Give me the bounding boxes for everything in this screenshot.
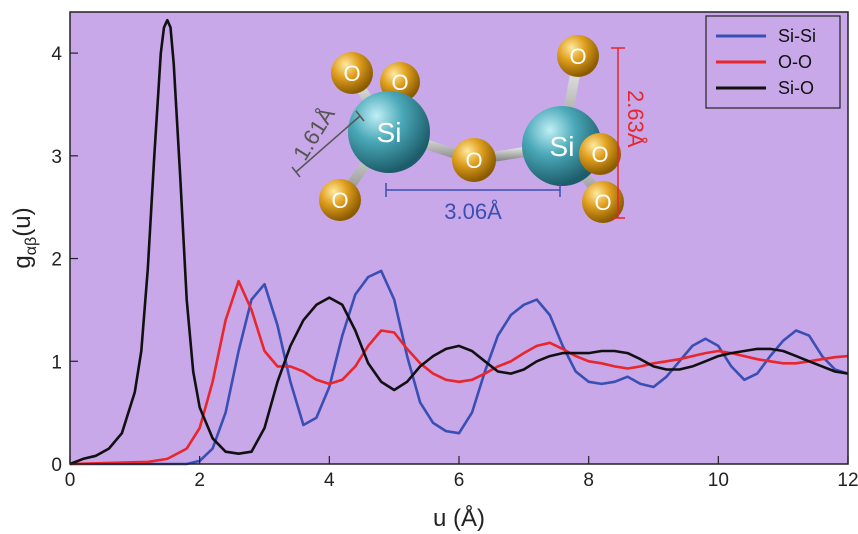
- svg-text:gαβ(u): gαβ(u): [9, 207, 40, 268]
- oxygen-atom-6: [582, 181, 624, 223]
- x-tick-label: 6: [454, 470, 465, 491]
- legend: Si-Si O-O Si-O: [705, 15, 841, 109]
- y-tick-label: 0: [51, 455, 62, 476]
- oxygen-atom-3-label: O: [331, 188, 348, 213]
- y-axis-title-main: g: [9, 255, 36, 268]
- oxygen-atom-1-label: O: [343, 61, 360, 86]
- legend-label-si-o: Si-O: [778, 78, 814, 98]
- si-si-distance-label: 3.06Å: [444, 199, 502, 224]
- y-axis-title-subscript: αβ: [23, 237, 40, 255]
- dimension-o-o: [611, 47, 625, 219]
- dimension-si-si: [385, 183, 561, 197]
- silicon-atom-2-label: Si: [550, 131, 575, 162]
- series-line-si-si: [70, 269, 849, 466]
- x-tick-label: 8: [583, 470, 594, 491]
- oxygen-atom-5: [579, 133, 621, 175]
- y-axis-title: gαβ(u): [9, 207, 40, 268]
- legend-label-si-si: Si-Si: [778, 26, 816, 46]
- y-tick-label: 1: [51, 352, 62, 373]
- silicon-atom-1-label: Si: [377, 117, 402, 148]
- oxygen-atom-4: [557, 35, 599, 77]
- oxygen-atom-2-label: O: [391, 70, 408, 95]
- dimension-si-o: [291, 110, 365, 178]
- x-axis-title: u (Å): [433, 504, 485, 532]
- oxygen-atom-bridge: [452, 138, 496, 182]
- y-tick-label: 2: [51, 250, 62, 271]
- x-tick-label: 10: [708, 470, 729, 491]
- series-line-si-o: [69, 18, 849, 466]
- oxygen-atom-3: [319, 179, 361, 221]
- y-tick-label: 4: [51, 44, 62, 65]
- oxygen-atom-1: [331, 52, 373, 94]
- series-layer: [69, 18, 849, 466]
- y-axis-title-suffix: (u): [9, 207, 36, 236]
- legend-label-o-o: O-O: [778, 52, 812, 72]
- x-tick-label: 4: [324, 470, 335, 491]
- o-o-distance-label: 2.63Å: [623, 90, 648, 148]
- silicon-atom-1: [348, 91, 430, 173]
- x-tick-label: 12: [837, 470, 858, 491]
- oxygen-atom-5-label: O: [591, 142, 608, 167]
- oxygen-atom-4-label: O: [569, 44, 586, 69]
- molecule-inset: O O Si O O O Si O O 1.61Å 3.0: [288, 35, 648, 224]
- silicon-atom-2: [522, 106, 602, 186]
- oxygen-atom-6-label: O: [594, 190, 611, 215]
- x-tick-label: 2: [194, 470, 205, 491]
- oxygen-atom-bridge-label: O: [465, 148, 482, 173]
- x-tick-label: 0: [65, 470, 76, 491]
- y-tick-label: 3: [51, 147, 62, 168]
